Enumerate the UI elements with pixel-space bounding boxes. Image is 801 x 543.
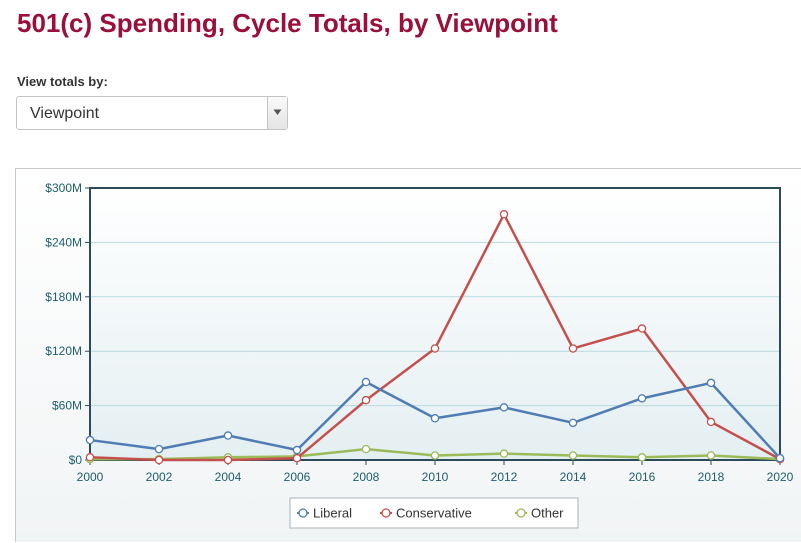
x-tick-label: 2014	[560, 470, 587, 484]
legend-marker	[381, 508, 391, 518]
legend-item-liberal[interactable]: Liberal	[297, 506, 352, 521]
legend-label: Liberal	[313, 506, 352, 521]
data-point-conservative[interactable]	[361, 395, 371, 405]
y-tick-label: $0	[69, 453, 83, 467]
legend-label: Conservative	[396, 506, 472, 521]
data-point-liberal[interactable]	[499, 403, 509, 412]
y-tick-label: $300M	[45, 181, 82, 195]
chart-panel: $0 $60M $120M $180M $240M $300M 2000 2002 2004 20…	[15, 168, 801, 542]
data-point-conservative[interactable]	[223, 455, 233, 465]
data-point-other[interactable]	[706, 451, 716, 460]
select-arrow-button[interactable]	[267, 97, 287, 129]
x-tick-label: 2018	[698, 470, 725, 484]
y-tick-label: $60M	[52, 399, 82, 413]
x-tick-label: 2000	[77, 470, 104, 484]
data-point-other[interactable]	[568, 451, 578, 460]
data-point-other[interactable]	[430, 451, 440, 460]
data-point-liberal[interactable]	[637, 394, 647, 403]
y-tick-label: $120M	[45, 344, 82, 358]
legend-marker	[516, 508, 526, 518]
view-totals-label: View totals by:	[17, 74, 108, 89]
data-point-liberal[interactable]	[154, 444, 164, 454]
data-point-liberal[interactable]	[706, 378, 716, 388]
data-point-other[interactable]	[637, 453, 647, 462]
data-point-conservative[interactable]	[292, 453, 302, 463]
data-point-liberal[interactable]	[223, 431, 233, 440]
x-tick-label: 2020	[767, 470, 794, 484]
select-value: Viewpoint	[30, 105, 100, 122]
x-tick-label: 2002	[146, 470, 173, 484]
chevron-down-icon	[273, 109, 282, 115]
data-point-other[interactable]	[361, 444, 371, 454]
legend-box	[289, 497, 579, 529]
data-point-conservative[interactable]	[568, 344, 578, 353]
data-point-conservative[interactable]	[499, 210, 509, 219]
data-point-liberal[interactable]	[292, 445, 302, 455]
data-point-conservative[interactable]	[85, 453, 95, 462]
chart-legend: Liberal Conservative Other	[289, 497, 579, 529]
line-chart: $0 $60M $120M $180M $240M $300M 2000 2002 2004 20…	[45, 181, 794, 529]
x-tick-label: 2012	[491, 470, 518, 484]
y-tick-label: $180M	[45, 290, 82, 304]
data-point-conservative[interactable]	[154, 455, 164, 465]
data-point-conservative[interactable]	[706, 417, 716, 427]
x-tick-label: 2010	[422, 470, 449, 484]
data-point-liberal[interactable]	[568, 418, 578, 428]
data-point-liberal[interactable]	[775, 453, 785, 463]
x-tick-label: 2016	[629, 470, 656, 484]
data-point-liberal[interactable]	[85, 435, 95, 445]
legend-item-other[interactable]: Other	[515, 506, 564, 521]
data-point-liberal[interactable]	[361, 377, 371, 387]
x-tick-label: 2004	[215, 470, 242, 484]
legend-marker	[298, 508, 308, 518]
data-point-conservative[interactable]	[637, 324, 647, 333]
data-point-conservative[interactable]	[430, 344, 440, 353]
legend-item-conservative[interactable]: Conservative	[380, 506, 472, 521]
data-point-liberal[interactable]	[430, 414, 440, 423]
legend-label: Other	[531, 506, 564, 521]
page-title: 501(c) Spending, Cycle Totals, by Viewpo…	[17, 8, 558, 38]
x-tick-label: 2006	[284, 470, 311, 484]
x-tick-label: 2008	[353, 470, 380, 484]
view-totals-select[interactable]: Viewpoint	[16, 96, 288, 130]
data-point-other[interactable]	[499, 449, 509, 458]
y-tick-label: $240M	[45, 235, 82, 249]
